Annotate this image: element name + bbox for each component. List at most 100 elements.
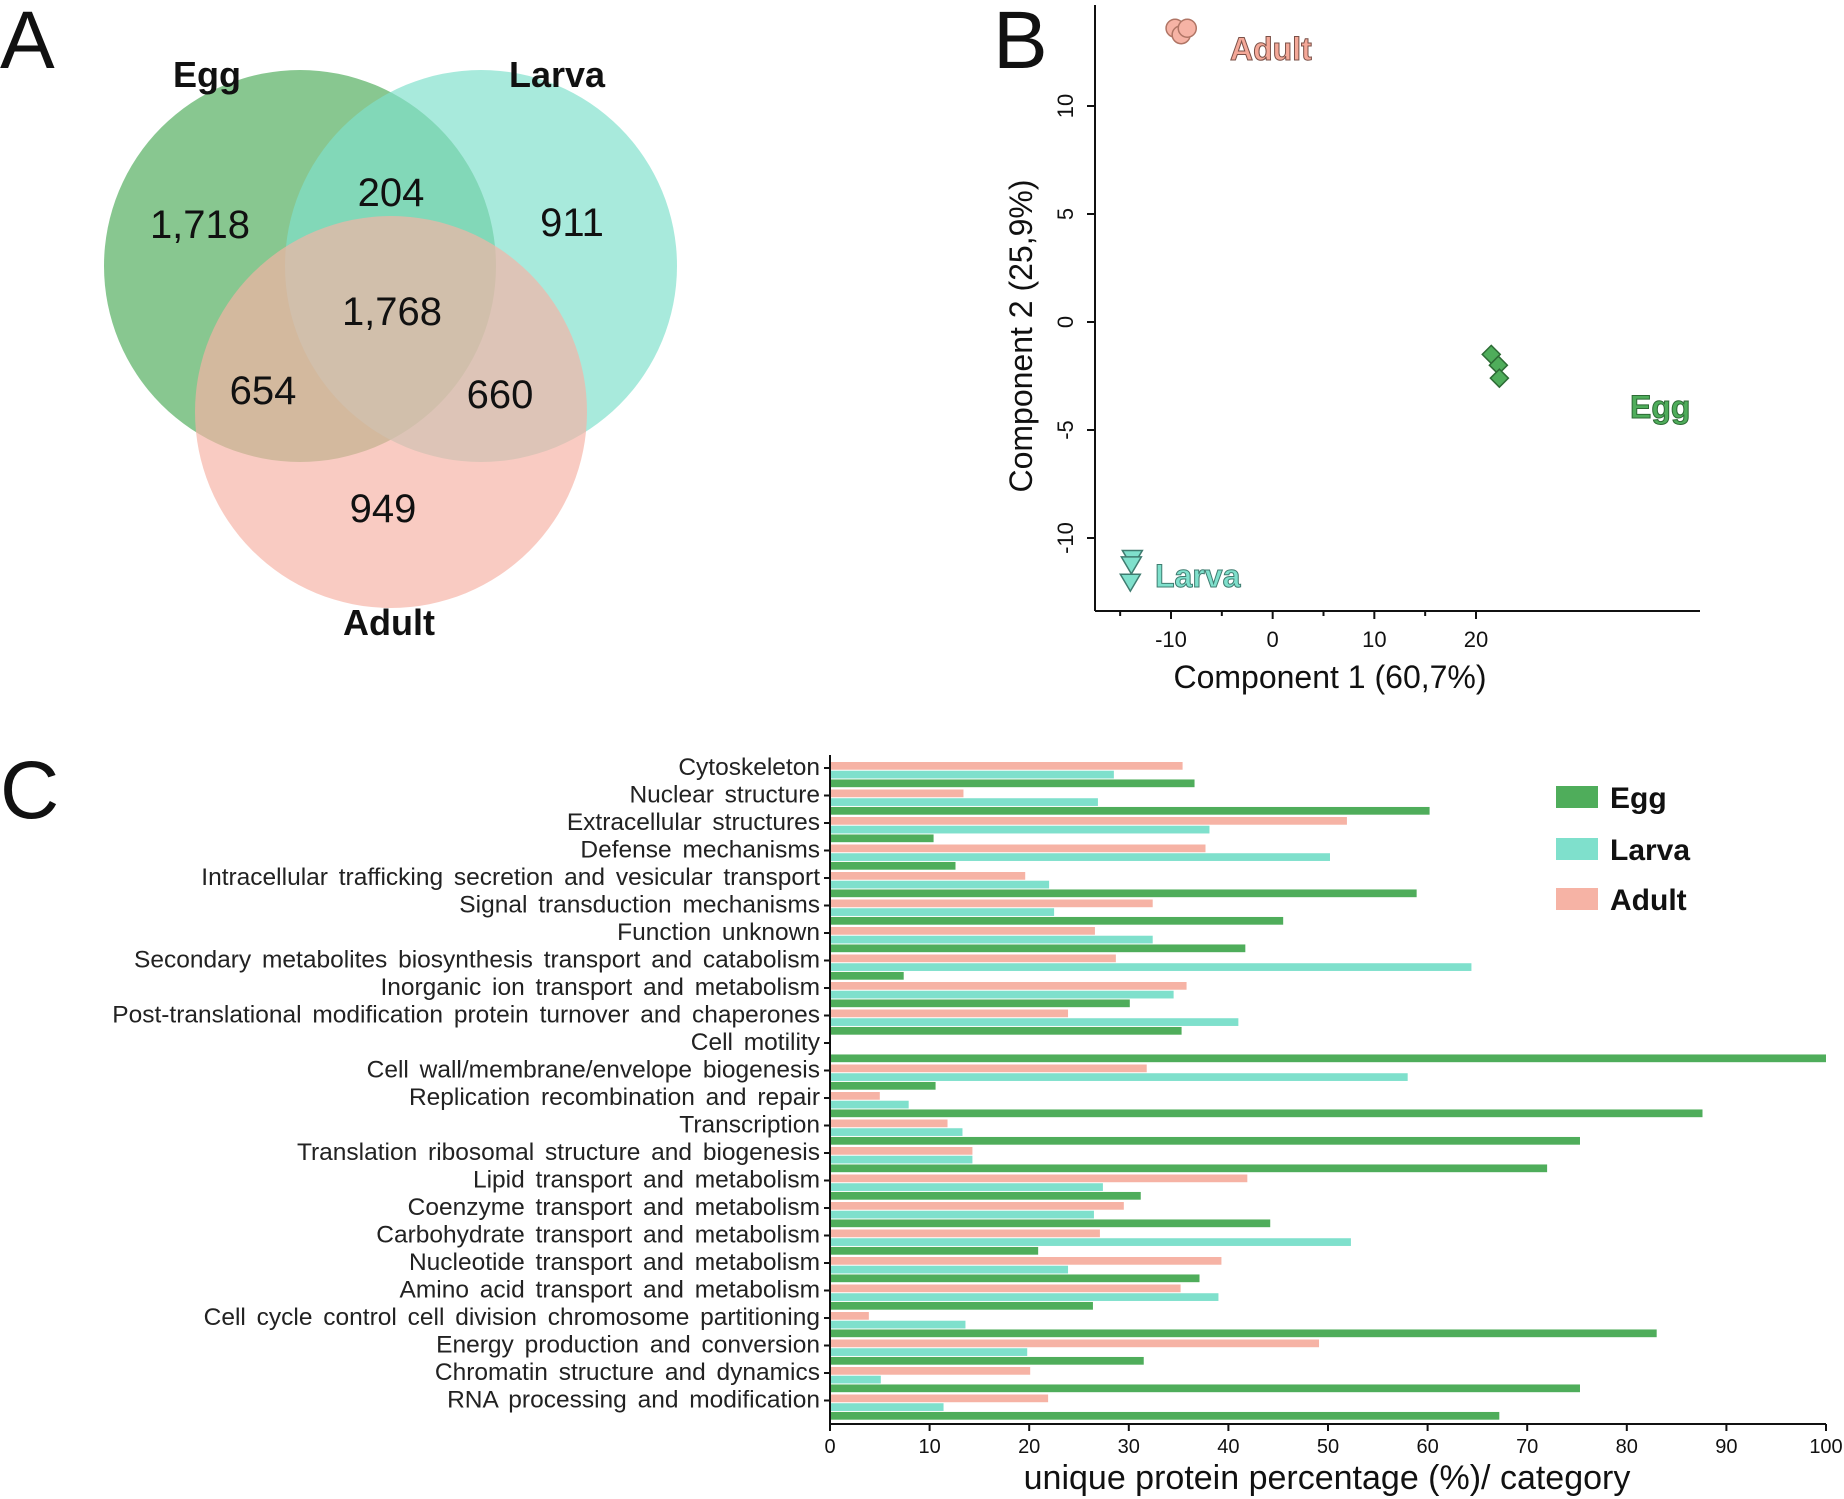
bar-adult [830,1009,1069,1018]
venn-larva-only: 911 [540,201,604,245]
bar-larva [830,1265,1069,1274]
bar-adult [830,1174,1248,1183]
pca-x-tick-label: 0 [1267,627,1279,652]
pca-x-tick-label: 20 [1464,627,1488,652]
bar-x-tick-label: 0 [824,1436,835,1458]
venn-egg-larva: 204 [358,171,425,215]
bar-adult [830,1284,1181,1293]
bar-egg [830,1384,1580,1393]
bar-egg [830,1026,1182,1035]
bar-x-axis-title: unique protein percentage (%)/ category [1024,1459,1631,1497]
bar-x-tick-label: 100 [1809,1436,1842,1458]
bar-x-tick-label: 30 [1118,1436,1140,1458]
bar-egg [830,1164,1548,1173]
pca-point-egg [1489,368,1510,389]
legend-swatch-larva [1556,838,1598,860]
bar-adult [830,789,964,798]
bar-category-label: Nuclear structure [629,782,820,809]
pca-points [1119,18,1510,593]
bar-larva [830,770,1114,779]
bar-adult [830,1147,973,1155]
pca-x-tick-label: 10 [1362,627,1386,652]
bar-egg [830,971,904,980]
bar-adult [830,1257,1222,1265]
bar-category-label: Cell motility [691,1029,821,1056]
bar-adult [830,1092,880,1100]
panel-b-label: B [993,0,1048,86]
venn-diagram: Egg Larva Adult 1,718 911 949 204 654 66… [104,54,677,643]
bar-category-label: Signal transduction mechanisms [459,892,820,919]
venn-larva-adult: 660 [467,373,534,417]
bar-egg [830,834,934,843]
bar-category-label: Inorganic ion transport and metabolism [380,974,820,1001]
bar-larva [830,1320,966,1329]
bar-egg [830,1109,1703,1118]
bar-category-label: Amino acid transport and metabolism [400,1277,820,1304]
bar-egg [830,916,1284,925]
bar-category-label: Cytoskeleton [678,754,820,781]
bar-x-tick-label: 50 [1317,1436,1339,1458]
bar-egg [830,779,1195,788]
bar-category-label: Defense mechanisms [580,837,820,864]
pca-point-larva [1119,573,1142,593]
bar-x-ticks: 0 10 20 30 40 50 60 70 80 90 100 [824,1424,1843,1458]
legend-label-egg: Egg [1610,782,1667,815]
pca-y-tick-label: 10 [1053,94,1078,118]
bar-adult [830,762,1183,770]
bar-egg [830,806,1430,815]
bar-larva [830,1073,1408,1081]
bar-category-label: Secondary metabolites biosynthesis trans… [134,947,820,974]
bar-larva [830,908,1055,916]
pca-y-tick-label: -10 [1053,522,1078,554]
bar-egg [830,1136,1580,1145]
bar-category-label: Lipid transport and metabolism [473,1167,820,1194]
bar-category-label: Translation ribosomal structure and biog… [297,1139,820,1166]
bar-adult [830,1367,1031,1375]
bar-larva [830,1100,909,1109]
bar-adult [830,1064,1147,1073]
pca-y-axis-title: Component 2 (25,9%) [1003,179,1039,492]
bar-egg [830,1274,1200,1283]
bar-larva [830,963,1472,971]
bar-larva [830,1375,881,1384]
bar-egg [830,1081,936,1090]
bar-larva [830,798,1098,806]
legend-swatch-adult [1556,888,1598,910]
bar-adult [830,844,1206,853]
bar-larva [830,1238,1351,1246]
venn-egg-adult: 654 [230,369,297,413]
venn-label-egg: Egg [173,54,241,95]
venn-egg-only: 1,718 [150,203,250,247]
bar-category-label: Transcription [679,1112,820,1139]
pca-series-label-adult: Adult [1230,31,1312,67]
bar-category-label: Function unknown [617,919,820,946]
bar-egg [830,1191,1141,1200]
pca-point-adult [1177,18,1198,38]
bar-larva [830,1293,1219,1301]
legend-swatch-egg [1556,786,1598,808]
bar-adult [830,817,1347,825]
bar-category-label: Nucleotide transport and metabolism [409,1249,820,1276]
bar-legend: Egg Larva Adult [1556,782,1690,917]
bar-larva [830,1348,1028,1356]
bar-adult [830,1312,869,1320]
bar-egg [830,1246,1039,1255]
bar-larva [830,990,1174,999]
venn-all: 1,768 [342,290,442,334]
bar-larva [830,1403,944,1411]
pca-series-label-egg: Egg [1630,389,1690,425]
venn-label-adult: Adult [343,602,435,643]
bar-adult [830,1394,1049,1403]
bar-larva [830,1183,1103,1191]
bar-category-label: Coenzyme transport and metabolism [408,1194,820,1221]
bar-larva [830,935,1153,944]
panel-c-label: C [0,745,59,836]
bar-adult [830,927,1095,935]
bar-egg [830,944,1246,953]
pca-x-ticks: -10 0 10 20 [1119,611,1488,652]
bar-egg [830,1411,1500,1420]
pca-x-axis-title: Component 1 (60,7%) [1173,659,1486,695]
